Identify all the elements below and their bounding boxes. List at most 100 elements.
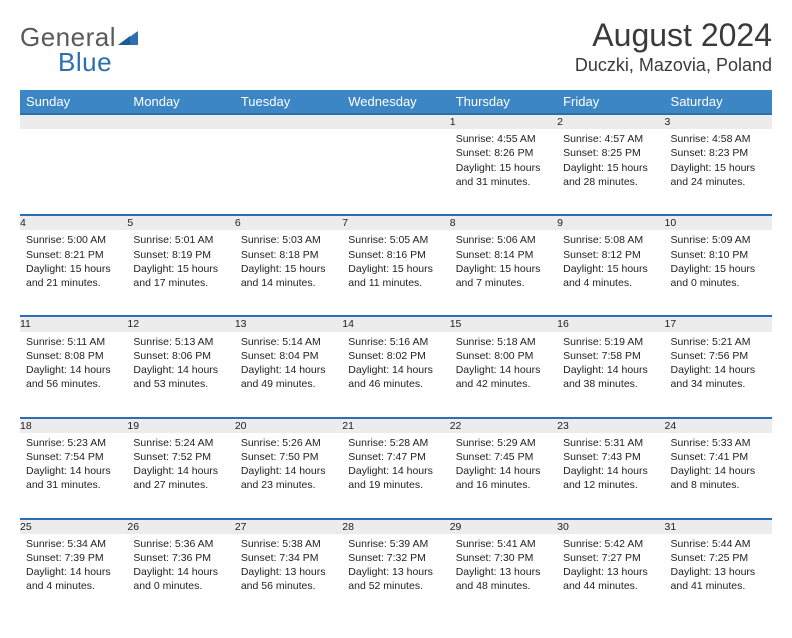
sunrise-line: Sunrise: 5:38 AM bbox=[241, 537, 336, 551]
day-number-cell: 29 bbox=[450, 519, 557, 534]
sunrise-line: Sunrise: 5:34 AM bbox=[26, 537, 121, 551]
day-number-cell: 16 bbox=[557, 316, 664, 331]
sunrise-line: Sunrise: 5:19 AM bbox=[563, 335, 658, 349]
day-number-cell: 22 bbox=[450, 418, 557, 433]
sunset-line: Sunset: 8:16 PM bbox=[348, 248, 443, 262]
calendar-cell: Sunrise: 5:33 AMSunset: 7:41 PMDaylight:… bbox=[665, 433, 772, 519]
weekday-header: Friday bbox=[557, 90, 664, 114]
daylight-line: Daylight: 14 hours and 56 minutes. bbox=[26, 363, 121, 391]
daylight-line: Daylight: 14 hours and 4 minutes. bbox=[26, 565, 121, 593]
sunset-line: Sunset: 8:12 PM bbox=[563, 248, 658, 262]
sunset-line: Sunset: 8:23 PM bbox=[671, 146, 766, 160]
day-number-cell: 25 bbox=[20, 519, 127, 534]
calendar-cell: Sunrise: 5:08 AMSunset: 8:12 PMDaylight:… bbox=[557, 230, 664, 316]
day-number-cell: 7 bbox=[342, 215, 449, 230]
sunset-line: Sunset: 8:14 PM bbox=[456, 248, 551, 262]
sunrise-line: Sunrise: 5:26 AM bbox=[241, 436, 336, 450]
day-number-cell: 21 bbox=[342, 418, 449, 433]
sunset-line: Sunset: 7:27 PM bbox=[563, 551, 658, 565]
sunrise-line: Sunrise: 5:13 AM bbox=[133, 335, 228, 349]
sunrise-line: Sunrise: 5:14 AM bbox=[241, 335, 336, 349]
sunrise-line: Sunrise: 5:23 AM bbox=[26, 436, 121, 450]
calendar-cell: Sunrise: 5:31 AMSunset: 7:43 PMDaylight:… bbox=[557, 433, 664, 519]
sunset-line: Sunset: 7:50 PM bbox=[241, 450, 336, 464]
brand-triangle-icon bbox=[118, 29, 140, 47]
calendar-cell: Sunrise: 5:42 AMSunset: 7:27 PMDaylight:… bbox=[557, 534, 664, 620]
sunset-line: Sunset: 7:41 PM bbox=[671, 450, 766, 464]
day-number-cell: 30 bbox=[557, 519, 664, 534]
title-block: August 2024 Duczki, Mazovia, Poland bbox=[575, 18, 772, 76]
sunrise-line: Sunrise: 5:36 AM bbox=[133, 537, 228, 551]
calendar-cell: Sunrise: 5:36 AMSunset: 7:36 PMDaylight:… bbox=[127, 534, 234, 620]
daylight-line: Daylight: 14 hours and 46 minutes. bbox=[348, 363, 443, 391]
sunset-line: Sunset: 7:34 PM bbox=[241, 551, 336, 565]
sunset-line: Sunset: 7:30 PM bbox=[456, 551, 551, 565]
sunset-line: Sunset: 7:45 PM bbox=[456, 450, 551, 464]
daylight-line: Daylight: 15 hours and 21 minutes. bbox=[26, 262, 121, 290]
day-number-cell: 24 bbox=[665, 418, 772, 433]
sunset-line: Sunset: 8:18 PM bbox=[241, 248, 336, 262]
day-number-cell: 2 bbox=[557, 114, 664, 129]
calendar-cell: Sunrise: 5:13 AMSunset: 8:06 PMDaylight:… bbox=[127, 332, 234, 418]
day-number-cell bbox=[342, 114, 449, 129]
daylight-line: Daylight: 15 hours and 4 minutes. bbox=[563, 262, 658, 290]
sunset-line: Sunset: 7:56 PM bbox=[671, 349, 766, 363]
daylight-line: Daylight: 14 hours and 23 minutes. bbox=[241, 464, 336, 492]
calendar-cell: Sunrise: 5:14 AMSunset: 8:04 PMDaylight:… bbox=[235, 332, 342, 418]
day-number-cell: 12 bbox=[127, 316, 234, 331]
calendar-cell: Sunrise: 5:29 AMSunset: 7:45 PMDaylight:… bbox=[450, 433, 557, 519]
sunrise-line: Sunrise: 5:05 AM bbox=[348, 233, 443, 247]
daylight-line: Daylight: 15 hours and 31 minutes. bbox=[456, 161, 551, 189]
calendar-cell: Sunrise: 5:39 AMSunset: 7:32 PMDaylight:… bbox=[342, 534, 449, 620]
calendar-cell: Sunrise: 4:58 AMSunset: 8:23 PMDaylight:… bbox=[665, 129, 772, 215]
sunrise-line: Sunrise: 5:06 AM bbox=[456, 233, 551, 247]
sunset-line: Sunset: 8:19 PM bbox=[133, 248, 228, 262]
daylight-line: Daylight: 15 hours and 11 minutes. bbox=[348, 262, 443, 290]
sunrise-line: Sunrise: 5:18 AM bbox=[456, 335, 551, 349]
weekday-header: Saturday bbox=[665, 90, 772, 114]
day-number-cell: 8 bbox=[450, 215, 557, 230]
sunset-line: Sunset: 8:00 PM bbox=[456, 349, 551, 363]
day-number-cell: 3 bbox=[665, 114, 772, 129]
brand-logo: GeneralBlue bbox=[20, 18, 140, 78]
daylight-line: Daylight: 13 hours and 48 minutes. bbox=[456, 565, 551, 593]
weekday-header: Sunday bbox=[20, 90, 127, 114]
calendar-cell: Sunrise: 5:01 AMSunset: 8:19 PMDaylight:… bbox=[127, 230, 234, 316]
daylight-line: Daylight: 14 hours and 16 minutes. bbox=[456, 464, 551, 492]
day-number-cell: 11 bbox=[20, 316, 127, 331]
sunset-line: Sunset: 7:25 PM bbox=[671, 551, 766, 565]
daylight-line: Daylight: 13 hours and 44 minutes. bbox=[563, 565, 658, 593]
calendar-cell: Sunrise: 5:41 AMSunset: 7:30 PMDaylight:… bbox=[450, 534, 557, 620]
month-title: August 2024 bbox=[575, 18, 772, 53]
daylight-line: Daylight: 15 hours and 0 minutes. bbox=[671, 262, 766, 290]
sunset-line: Sunset: 7:52 PM bbox=[133, 450, 228, 464]
daylight-line: Daylight: 13 hours and 41 minutes. bbox=[671, 565, 766, 593]
sunset-line: Sunset: 7:58 PM bbox=[563, 349, 658, 363]
sunset-line: Sunset: 7:47 PM bbox=[348, 450, 443, 464]
daylight-line: Daylight: 14 hours and 53 minutes. bbox=[133, 363, 228, 391]
sunset-line: Sunset: 8:10 PM bbox=[671, 248, 766, 262]
day-number-cell bbox=[235, 114, 342, 129]
day-number-cell: 9 bbox=[557, 215, 664, 230]
sunset-line: Sunset: 7:54 PM bbox=[26, 450, 121, 464]
sunrise-line: Sunrise: 5:42 AM bbox=[563, 537, 658, 551]
sunset-line: Sunset: 7:43 PM bbox=[563, 450, 658, 464]
day-number-cell: 13 bbox=[235, 316, 342, 331]
calendar-cell: Sunrise: 5:28 AMSunset: 7:47 PMDaylight:… bbox=[342, 433, 449, 519]
daylight-line: Daylight: 14 hours and 12 minutes. bbox=[563, 464, 658, 492]
sunrise-line: Sunrise: 5:39 AM bbox=[348, 537, 443, 551]
sunrise-line: Sunrise: 5:16 AM bbox=[348, 335, 443, 349]
daylight-line: Daylight: 14 hours and 49 minutes. bbox=[241, 363, 336, 391]
daylight-line: Daylight: 15 hours and 17 minutes. bbox=[133, 262, 228, 290]
sunrise-line: Sunrise: 5:24 AM bbox=[133, 436, 228, 450]
sunset-line: Sunset: 8:08 PM bbox=[26, 349, 121, 363]
location-text: Duczki, Mazovia, Poland bbox=[575, 55, 772, 76]
day-number-cell: 10 bbox=[665, 215, 772, 230]
sunset-line: Sunset: 7:32 PM bbox=[348, 551, 443, 565]
weekday-header: Wednesday bbox=[342, 90, 449, 114]
sunrise-line: Sunrise: 5:00 AM bbox=[26, 233, 121, 247]
daylight-line: Daylight: 13 hours and 52 minutes. bbox=[348, 565, 443, 593]
daylight-line: Daylight: 14 hours and 19 minutes. bbox=[348, 464, 443, 492]
calendar-cell: Sunrise: 4:55 AMSunset: 8:26 PMDaylight:… bbox=[450, 129, 557, 215]
sunset-line: Sunset: 8:26 PM bbox=[456, 146, 551, 160]
